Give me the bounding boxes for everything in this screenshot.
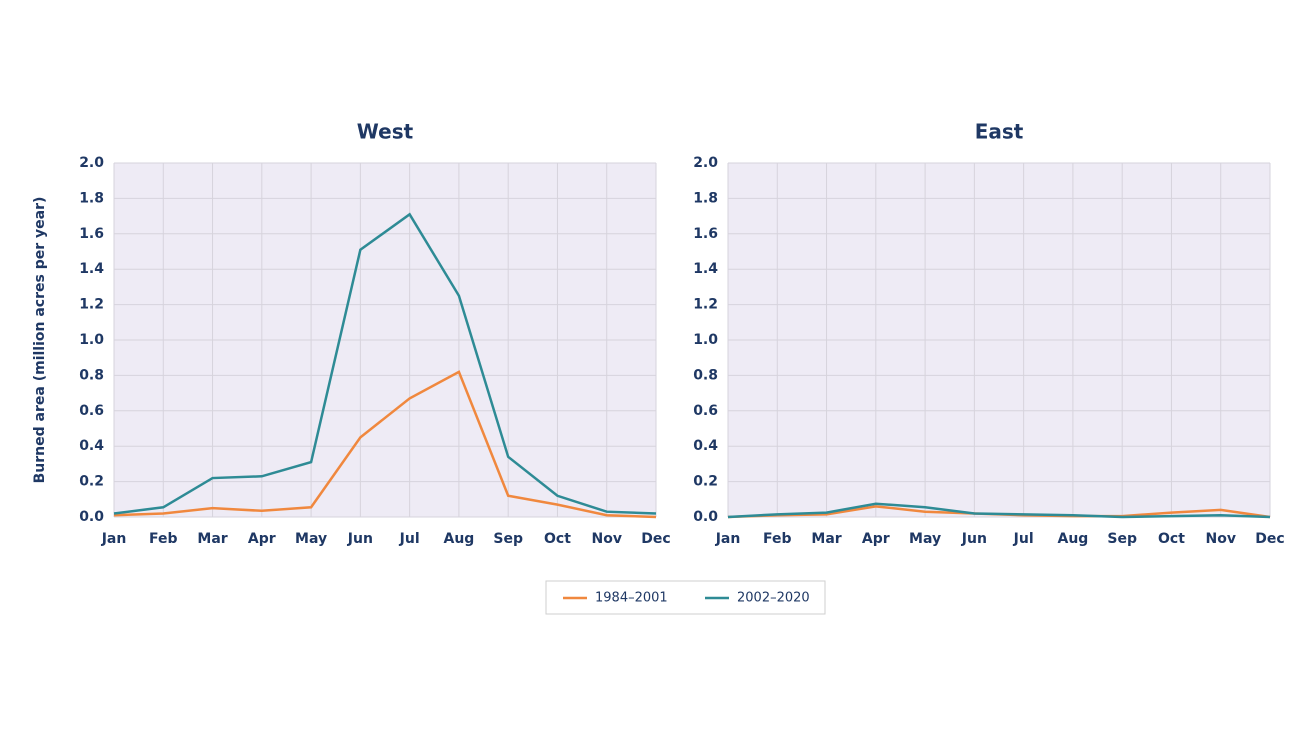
series-line xyxy=(727,502,1271,519)
y-tick-label: 1.8 xyxy=(79,190,104,206)
x-tick-label: Jan xyxy=(101,531,127,547)
x-tick-label: May xyxy=(295,531,327,547)
y-tick-label: 0.6 xyxy=(693,403,718,419)
x-tick-label: Feb xyxy=(763,531,792,547)
x-tick-label: Jul xyxy=(1013,531,1034,547)
x-tick-label: Dec xyxy=(641,531,670,547)
x-tick-label: Jan xyxy=(715,531,741,547)
x-tick-label: May xyxy=(909,531,941,547)
x-tick-label: Aug xyxy=(1057,531,1088,547)
y-tick-label: 0.4 xyxy=(693,438,718,454)
x-tick-label: Apr xyxy=(862,531,890,547)
y-tick-label: 1.8 xyxy=(693,190,718,206)
legend-label: 2002–2020 xyxy=(737,591,810,606)
y-tick-label: 1.6 xyxy=(693,226,718,242)
y-tick-label: 1.4 xyxy=(79,261,104,277)
y-tick-label: 2.0 xyxy=(693,155,718,171)
y-tick-label: 2.0 xyxy=(79,155,104,171)
x-tick-label: Nov xyxy=(1205,531,1235,547)
y-tick-label: 1.0 xyxy=(693,332,718,348)
x-tick-label: Apr xyxy=(248,531,276,547)
y-tick-label: 0.2 xyxy=(693,474,718,490)
y-tick-label: 0.2 xyxy=(79,474,104,490)
x-tick-label: Nov xyxy=(591,531,621,547)
y-tick-label: 1.0 xyxy=(79,332,104,348)
y-tick-label: 0.4 xyxy=(79,438,104,454)
y-tick-label: 1.2 xyxy=(79,297,104,313)
x-tick-label: Oct xyxy=(544,531,571,547)
series-line xyxy=(113,212,657,515)
x-tick-label: Mar xyxy=(197,531,227,547)
chart-title: West xyxy=(357,120,414,144)
y-tick-label: 1.4 xyxy=(693,261,718,277)
y-tick-label: 1.6 xyxy=(79,226,104,242)
x-tick-label: Jun xyxy=(961,531,987,547)
legend-label: 1984–2001 xyxy=(595,591,668,606)
x-tick-label: Dec xyxy=(1255,531,1284,547)
x-tick-label: Aug xyxy=(443,531,474,547)
x-tick-label: Feb xyxy=(149,531,178,547)
legend xyxy=(545,580,826,615)
y-tick-label: 0.8 xyxy=(79,367,104,383)
x-tick-label: Jul xyxy=(399,531,420,547)
y-tick-label: 0.0 xyxy=(79,509,104,525)
x-tick-label: Jun xyxy=(347,531,373,547)
y-tick-label: 0.0 xyxy=(693,509,718,525)
chart-title: East xyxy=(975,120,1024,144)
y-tick-label: 1.2 xyxy=(693,297,718,313)
x-tick-label: Sep xyxy=(493,531,523,547)
y-tick-label: 0.6 xyxy=(79,403,104,419)
series-line xyxy=(113,370,657,519)
y-axis-label: Burned area (million acres per year) xyxy=(32,197,48,484)
x-tick-label: Oct xyxy=(1158,531,1185,547)
x-tick-label: Sep xyxy=(1107,531,1137,547)
x-tick-label: Mar xyxy=(811,531,841,547)
y-tick-label: 0.8 xyxy=(693,367,718,383)
